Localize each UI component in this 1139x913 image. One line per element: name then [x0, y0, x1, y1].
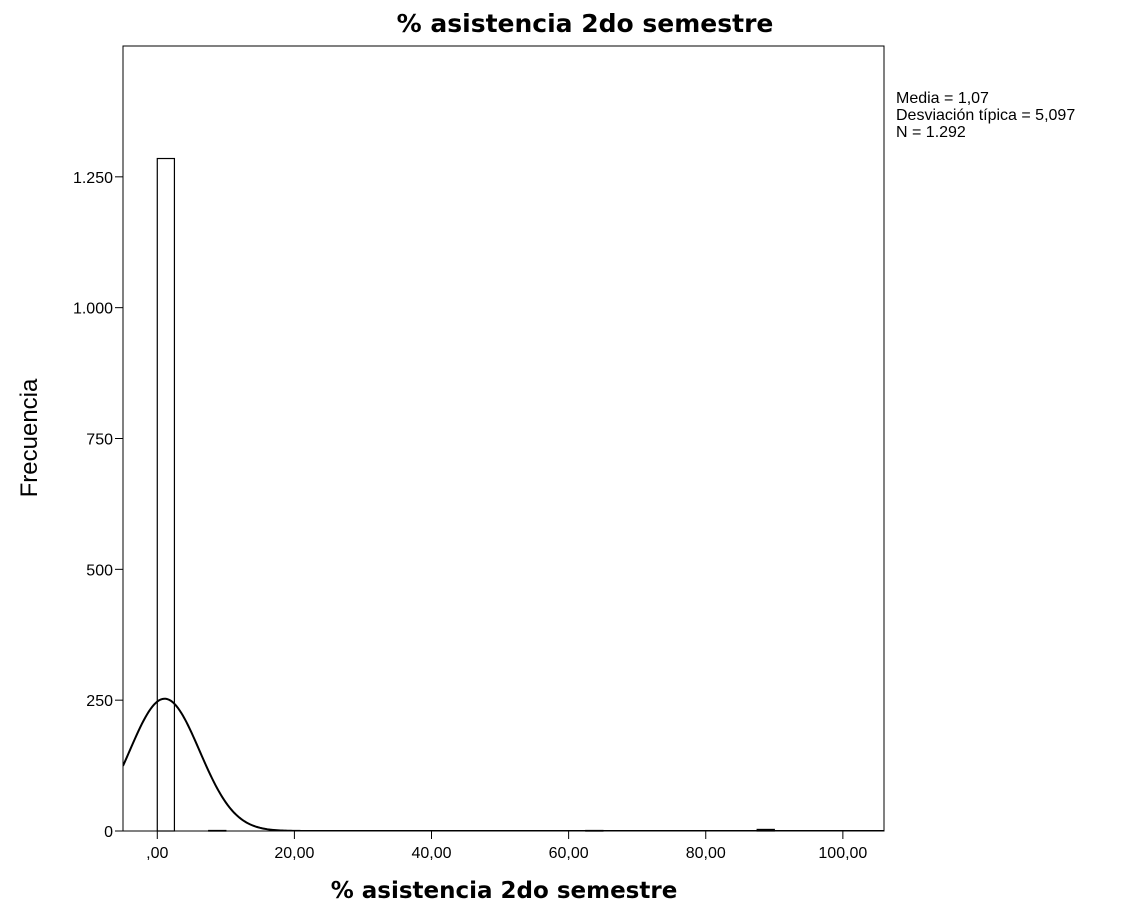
histogram-bar-1 — [208, 829, 227, 832]
x-tick-label: 80,00 — [686, 845, 726, 862]
histogram-bar-0 — [156, 157, 176, 832]
x-tick-label: 100,00 — [818, 845, 867, 862]
y-tick-label: 0 — [104, 824, 113, 841]
y-tick-label: 1.000 — [73, 301, 113, 318]
x-tick-label: 60,00 — [549, 845, 589, 862]
plot-frame — [122, 45, 885, 832]
sd-label: Desviación típica = 5,097 — [896, 107, 1076, 124]
statistics-box: Media = 1,07 Desviación típica = 5,097 N… — [896, 90, 1075, 141]
x-axis-label: % asistencia 2do semestre — [331, 878, 678, 904]
y-tick-label: 750 — [86, 432, 113, 449]
plot-area: 0 250 500 750 1.000 1.250 ,00 20,00 40,00 60,00 80… — [73, 45, 885, 862]
mean-label: Media = 1,07 — [896, 90, 989, 107]
y-tick-label: 250 — [86, 693, 113, 710]
y-tick-label: 500 — [86, 562, 113, 579]
y-axis-label: Frecuencia — [16, 378, 43, 497]
chart-title: % asistencia 2do semestre — [397, 9, 774, 38]
n-label: N = 1.292 — [896, 124, 966, 141]
x-tick-label: 40,00 — [411, 845, 451, 862]
y-tick-label: 1.250 — [73, 170, 113, 187]
x-tick-label: ,00 — [146, 845, 168, 862]
x-tick-label: 20,00 — [274, 845, 314, 862]
normal-curve — [123, 697, 884, 831]
